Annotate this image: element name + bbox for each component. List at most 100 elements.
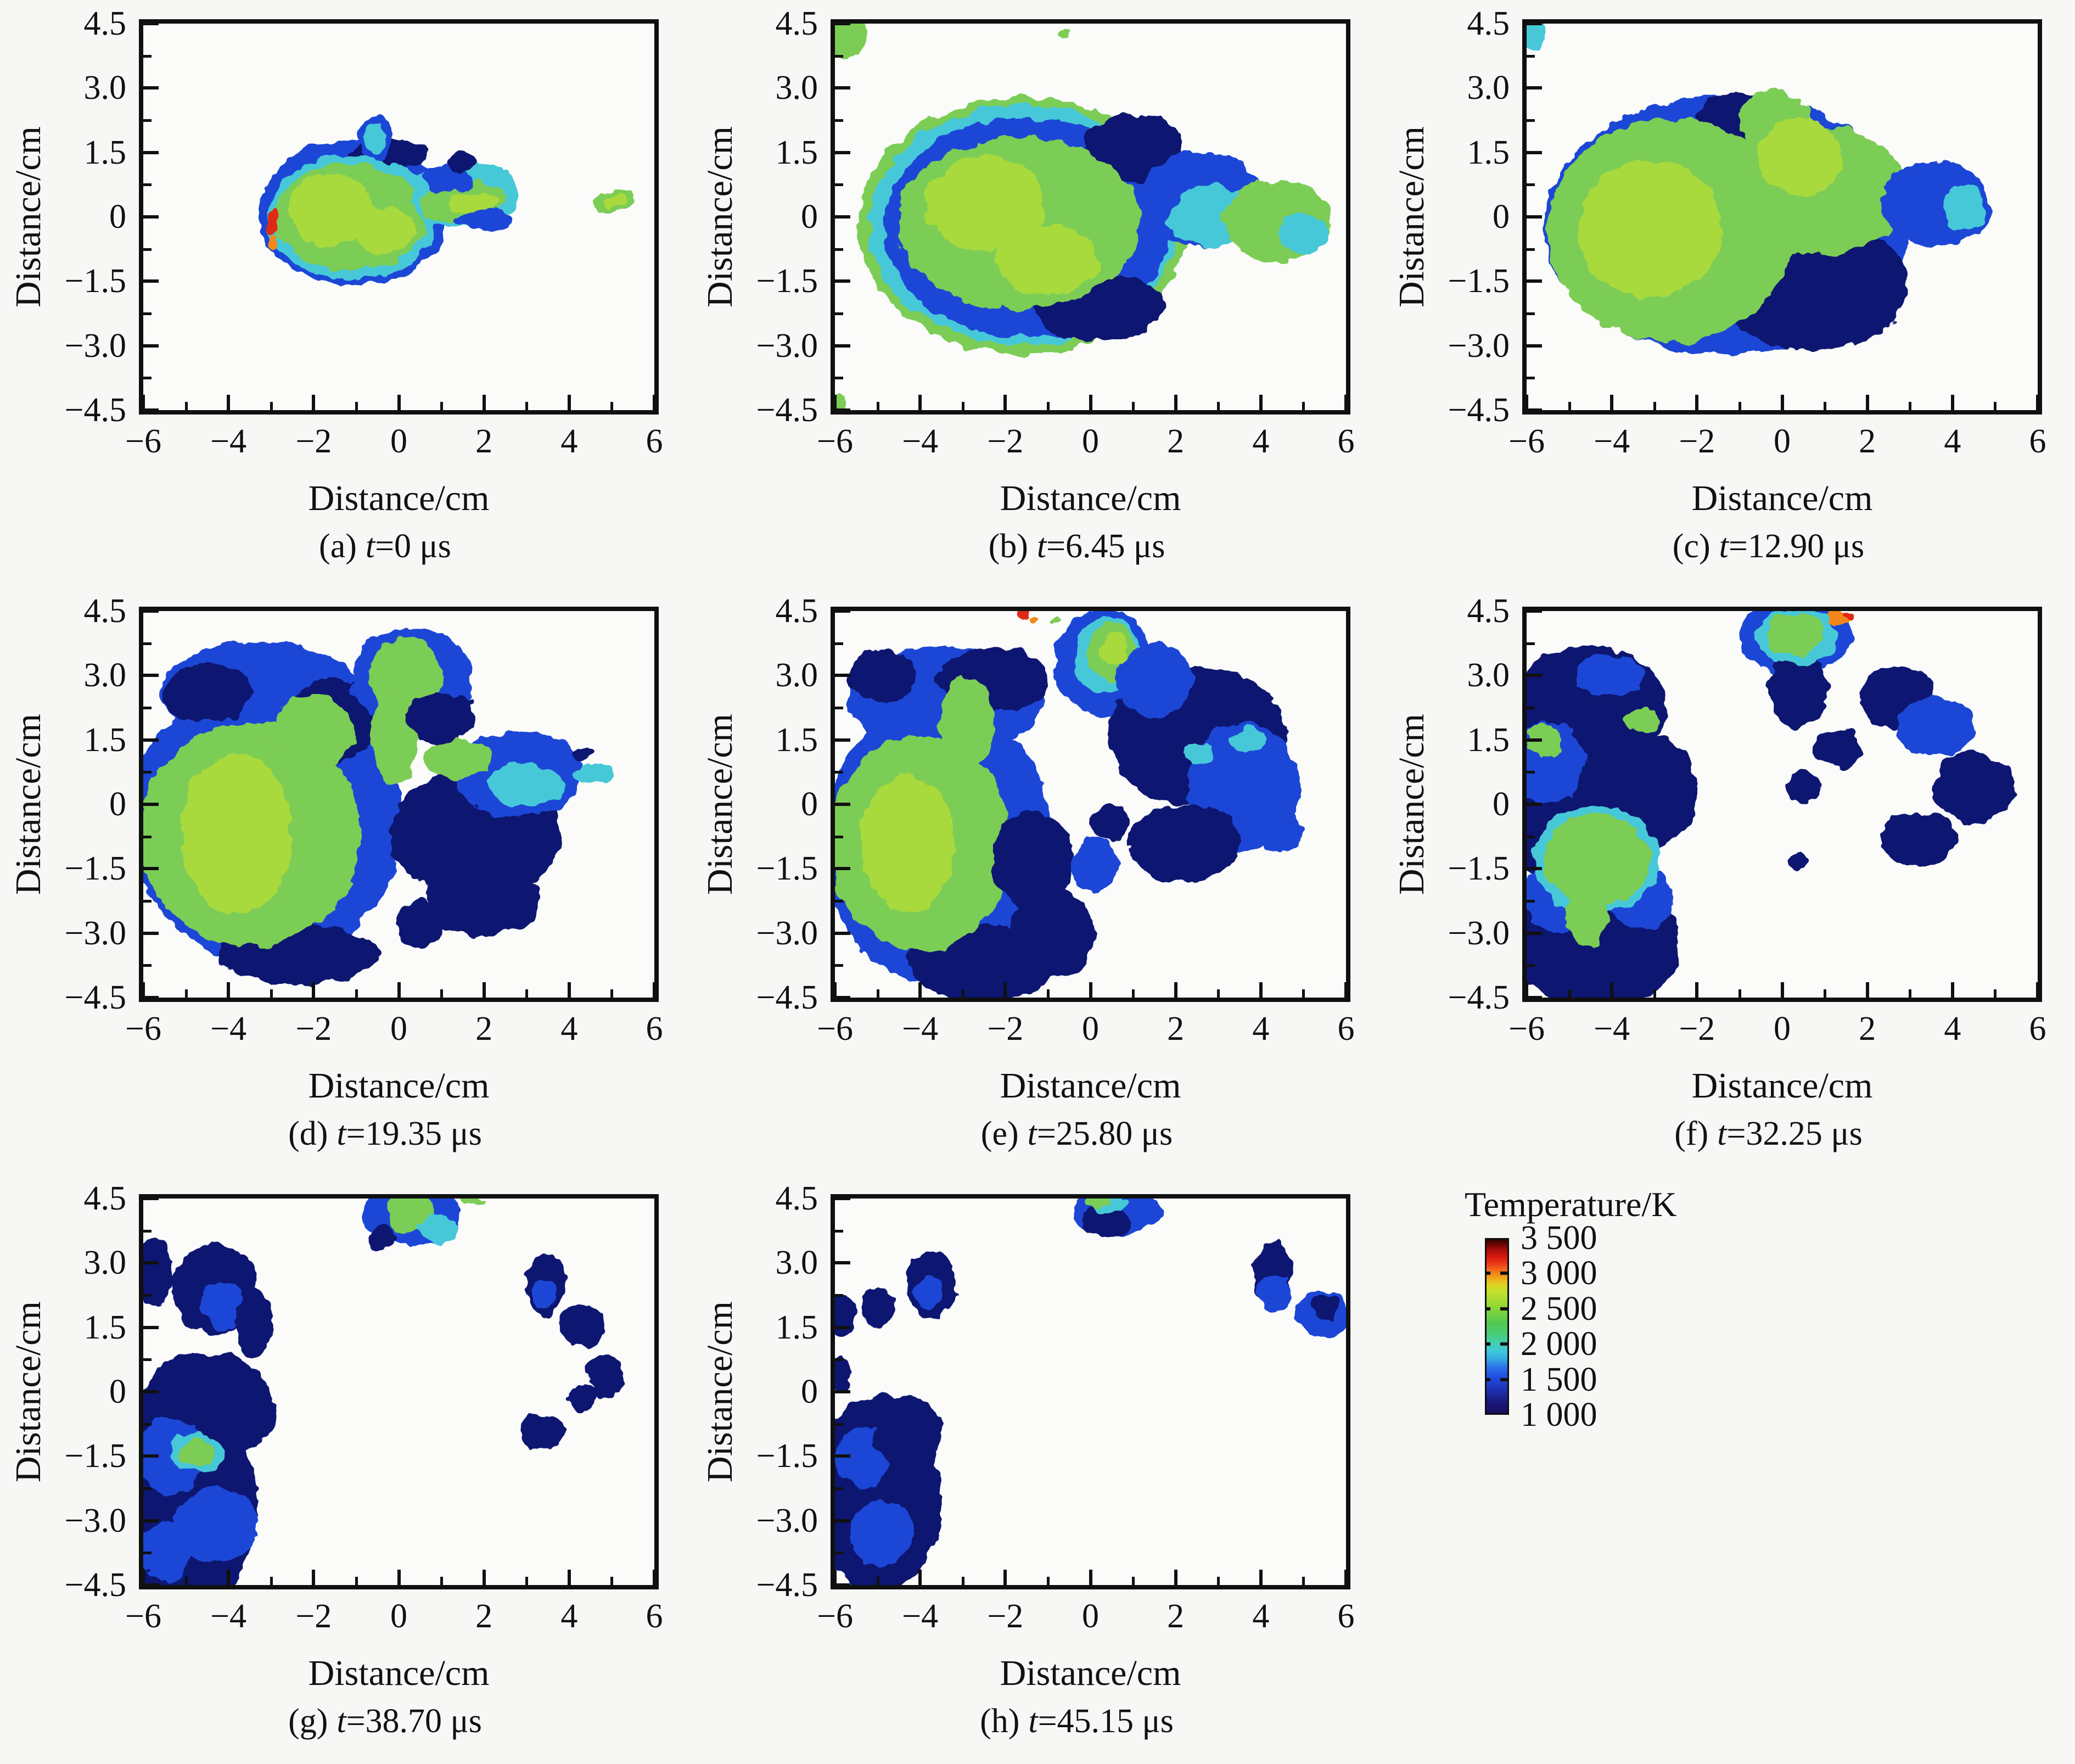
heat-region-navy	[143, 1239, 176, 1304]
x-major-tick	[227, 395, 231, 410]
x-axis-title: Distance/cm	[308, 1653, 490, 1693]
y-major-tick	[835, 738, 850, 742]
y-tick-label: −3.0	[1448, 327, 1510, 365]
y-minor-tick	[1527, 119, 1535, 122]
x-tick-label: 6	[1337, 1010, 1355, 1048]
x-tick-label: 0	[1082, 423, 1099, 460]
heat-region-blue	[850, 1499, 914, 1568]
y-major-tick	[835, 931, 850, 935]
caption-t-symbol: t	[365, 528, 375, 565]
x-major-tick	[1695, 982, 1699, 998]
x-major-tick	[1780, 982, 1784, 998]
y-major-tick	[143, 1519, 159, 1522]
heat-region-red	[1017, 611, 1031, 619]
colorbar-tick-label: 3 500	[1521, 1219, 1597, 1257]
heat-region-navy	[234, 1289, 273, 1358]
y-tick-label: −4.5	[64, 391, 126, 429]
heat-region-green	[939, 675, 995, 770]
x-minor-tick	[440, 402, 444, 410]
x-tick-label: 2	[475, 1010, 493, 1048]
x-minor-tick	[1909, 402, 1912, 410]
x-tick-label: 2	[475, 423, 493, 460]
y-minor-tick	[835, 1294, 843, 1297]
x-minor-tick	[1568, 402, 1571, 410]
heatmap-field	[1527, 24, 1991, 355]
x-tick-label: 4	[1944, 1010, 1961, 1048]
y-major-tick	[143, 24, 159, 25]
y-major-tick	[143, 803, 159, 806]
heat-region-navy	[1933, 751, 2015, 824]
y-minor-tick	[143, 1552, 152, 1555]
x-minor-tick	[610, 989, 614, 998]
heat-region-blue	[143, 1520, 190, 1581]
heatmap-plot-a	[139, 19, 659, 415]
y-tick-label: 0	[109, 1373, 126, 1410]
y-minor-tick	[835, 642, 843, 645]
heat-region-yellowgreen	[1756, 118, 1842, 195]
x-tick-label: 6	[646, 423, 663, 460]
y-tick-label: 0	[1493, 786, 1510, 823]
y-tick-label: −3.0	[64, 1502, 126, 1539]
x-major-tick	[482, 395, 486, 410]
y-tick-label: 3.0	[775, 657, 818, 695]
x-major-tick	[918, 395, 922, 410]
y-major-tick	[1527, 803, 1542, 806]
heatmap-field	[258, 114, 636, 286]
y-tick-label: 0	[1493, 198, 1510, 236]
y-tick-label: 4.5	[775, 1180, 818, 1217]
y-tick-label: 3.0	[83, 1244, 127, 1282]
x-minor-tick	[440, 1577, 444, 1585]
y-tick-label: 4.5	[1467, 5, 1510, 42]
x-major-tick	[227, 1570, 231, 1585]
y-tick-label: 0	[109, 786, 126, 823]
x-major-tick	[835, 395, 837, 410]
x-tick-label: −4	[210, 1598, 247, 1635]
y-tick-label: 1.5	[1467, 133, 1510, 171]
heat-region-blue	[913, 1275, 944, 1311]
colorbar-tick	[1485, 1272, 1490, 1275]
heat-region-blue	[173, 1486, 259, 1564]
y-minor-tick	[143, 54, 152, 58]
x-major-tick	[1003, 395, 1007, 410]
y-minor-tick	[1527, 248, 1535, 251]
x-major-tick	[2036, 982, 2038, 998]
y-tick-label: 0	[801, 198, 818, 236]
x-tick-label: 0	[390, 423, 407, 460]
y-tick-label: 1.5	[83, 721, 127, 759]
y-minor-tick	[143, 1487, 152, 1490]
caption-time: =38.70 μs	[346, 1703, 482, 1740]
heatmap-plot-f	[1522, 607, 2042, 1002]
x-tick-label: −6	[125, 1598, 161, 1635]
heatmap-plot-e	[831, 607, 1350, 1002]
x-minor-tick	[270, 1577, 273, 1585]
y-minor-tick	[835, 1423, 843, 1426]
heat-region-orange	[271, 234, 280, 250]
colorbar-tick	[1500, 1377, 1509, 1381]
x-major-tick	[1344, 395, 1346, 410]
heat-region-yellowgreen	[288, 173, 373, 247]
x-minor-tick	[1738, 402, 1741, 410]
x-minor-tick	[610, 402, 614, 410]
panel-caption: (g) t=38.70 μs	[78, 1698, 692, 1745]
y-major-tick	[143, 674, 159, 677]
y-minor-tick	[835, 1552, 843, 1555]
y-minor-tick	[1527, 771, 1535, 774]
colorbar-tick	[1485, 1307, 1490, 1311]
y-tick-label: 3.0	[1467, 69, 1510, 107]
x-minor-tick	[525, 1577, 529, 1585]
x-major-tick	[653, 982, 654, 998]
y-minor-tick	[835, 312, 843, 315]
x-tick-label: −4	[1594, 1010, 1630, 1048]
heatmap-plot-c	[1522, 19, 2042, 415]
heat-region-navy	[571, 748, 597, 761]
y-minor-tick	[143, 183, 152, 187]
x-minor-tick	[440, 989, 444, 998]
caption-index: (f)	[1674, 1115, 1709, 1152]
heat-region-blue	[1578, 654, 1646, 697]
x-major-tick	[1865, 395, 1869, 410]
heat-region-navy	[169, 1353, 203, 1396]
caption-index: (d)	[288, 1115, 328, 1152]
x-minor-tick	[876, 402, 879, 410]
heat-region-yellowgreen	[1100, 631, 1128, 664]
